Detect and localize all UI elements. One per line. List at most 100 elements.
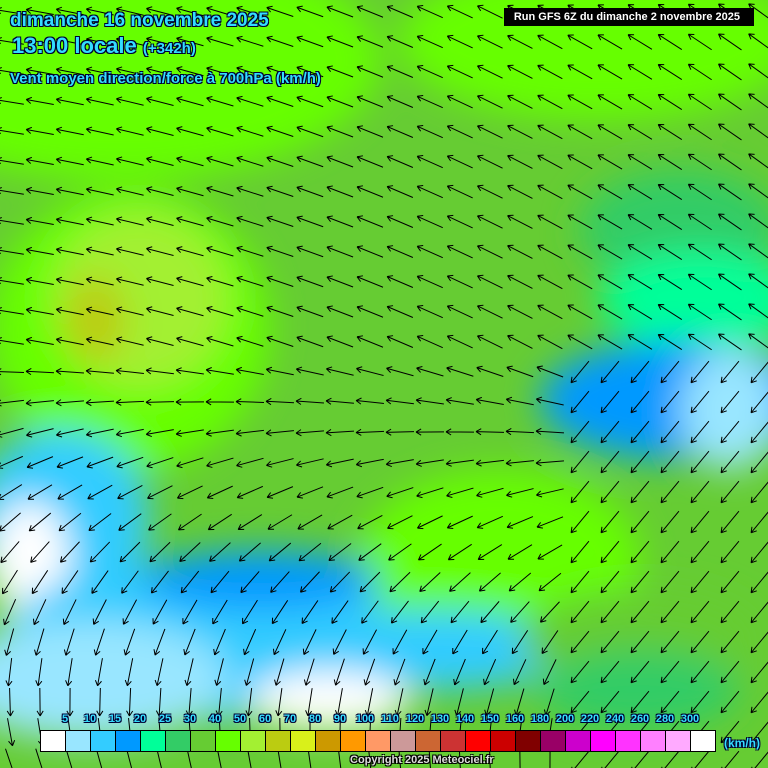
wind-arrow [537, 244, 563, 260]
wind-arrow [2, 569, 18, 595]
wind-arrow [206, 36, 234, 47]
wind-arrow [567, 244, 593, 260]
wind-arrow [417, 543, 442, 561]
wind-arrow [333, 658, 345, 686]
wind-arrow [356, 245, 384, 258]
wind-arrow [236, 35, 264, 47]
wind-arrow [567, 334, 593, 350]
legend-swatch [341, 731, 366, 751]
wind-arrow [718, 213, 742, 231]
wind-arrow [301, 600, 319, 625]
wind-arrow [56, 428, 84, 438]
wind-arrow [386, 366, 414, 377]
wind-arrow [266, 35, 294, 47]
wind-arrow [237, 514, 263, 530]
wind-arrow [537, 34, 563, 50]
wind-arrow [296, 185, 324, 198]
wind-arrow [630, 630, 650, 654]
wind-arrow [5, 748, 13, 768]
wind-arrow [116, 186, 144, 196]
wind-arrow [25, 66, 54, 76]
legend-swatch [616, 731, 641, 751]
wind-arrow [687, 123, 712, 141]
wind-arrow [85, 126, 114, 136]
wind-arrow [206, 156, 234, 167]
wind-arrow [337, 748, 342, 768]
wind-arrow [690, 450, 710, 474]
wind-arrow [156, 748, 162, 768]
wind-arrow [116, 36, 144, 46]
legend-label: 200 [555, 713, 575, 725]
wind-arrow [216, 748, 222, 768]
run-label: Run GFS 6Z du dimanche 2 novembre 2025 [503, 8, 754, 26]
wind-arrow [386, 245, 414, 258]
wind-arrow [720, 570, 740, 594]
wind-arrow [326, 215, 354, 228]
wind-arrow [508, 572, 532, 592]
wind-arrow [477, 244, 503, 259]
wind-arrow [630, 360, 650, 384]
wind-arrow [446, 515, 473, 530]
wind-arrow [514, 688, 525, 716]
wind-arrow [0, 247, 24, 255]
wind-arrow [475, 396, 504, 405]
wind-arrow [446, 94, 473, 109]
wind-arrow [92, 599, 107, 625]
wind-arrow [0, 307, 24, 315]
wind-arrow [62, 599, 77, 626]
wind-arrow [363, 658, 376, 686]
wind-arrow [720, 720, 740, 744]
wind-arrow [27, 484, 53, 500]
wind-arrow [146, 66, 174, 77]
wind-arrow [750, 391, 768, 414]
wind-arrow [210, 570, 230, 594]
legend-label: 150 [480, 713, 500, 725]
wind-arrow [535, 396, 564, 406]
wind-arrow [570, 630, 590, 654]
wind-arrow [274, 658, 285, 686]
wind-arrow [296, 458, 324, 468]
wind-arrow [266, 305, 294, 317]
wind-arrow [483, 658, 497, 686]
wind-arrow [93, 628, 105, 656]
wind-arrow [570, 600, 590, 624]
wind-arrow [176, 66, 204, 77]
wind-arrow [326, 335, 354, 348]
wind-arrow [271, 600, 289, 625]
wind-arrow [55, 399, 84, 407]
wind-arrow [480, 601, 500, 624]
wind-arrow [26, 428, 54, 438]
wind-arrow [266, 215, 294, 227]
wind-arrow [657, 123, 683, 140]
wind-arrow [690, 630, 710, 654]
wind-arrow [388, 543, 412, 561]
wind-arrow [307, 748, 312, 768]
legend-unit: (km/h) [724, 736, 760, 750]
wind-arrow [567, 64, 593, 80]
wind-arrow [477, 214, 503, 229]
wind-arrow [600, 480, 620, 504]
wind-arrow [176, 276, 204, 287]
wind-arrow [0, 37, 24, 45]
wind-arrow [549, 747, 551, 768]
wind-arrow [424, 688, 434, 716]
legend-label: 140 [455, 713, 475, 725]
wind-arrow [477, 274, 503, 289]
wind-arrow [55, 216, 84, 226]
wind-arrow [393, 658, 406, 686]
wind-arrow [627, 214, 653, 230]
wind-arrow [718, 303, 742, 321]
wind-arrow [750, 361, 768, 384]
wind-arrow [537, 304, 563, 320]
wind-arrow [750, 601, 768, 624]
wind-arrow [0, 67, 24, 75]
wind-arrow [86, 456, 114, 469]
wind-arrow [597, 154, 623, 170]
wind-arrow [326, 35, 354, 48]
wind-arrow [536, 365, 564, 378]
wind-arrow [630, 600, 650, 624]
legend-swatch [466, 731, 491, 751]
wind-arrow [386, 155, 414, 168]
wind-arrow [416, 515, 443, 530]
wind-arrow [690, 420, 710, 444]
